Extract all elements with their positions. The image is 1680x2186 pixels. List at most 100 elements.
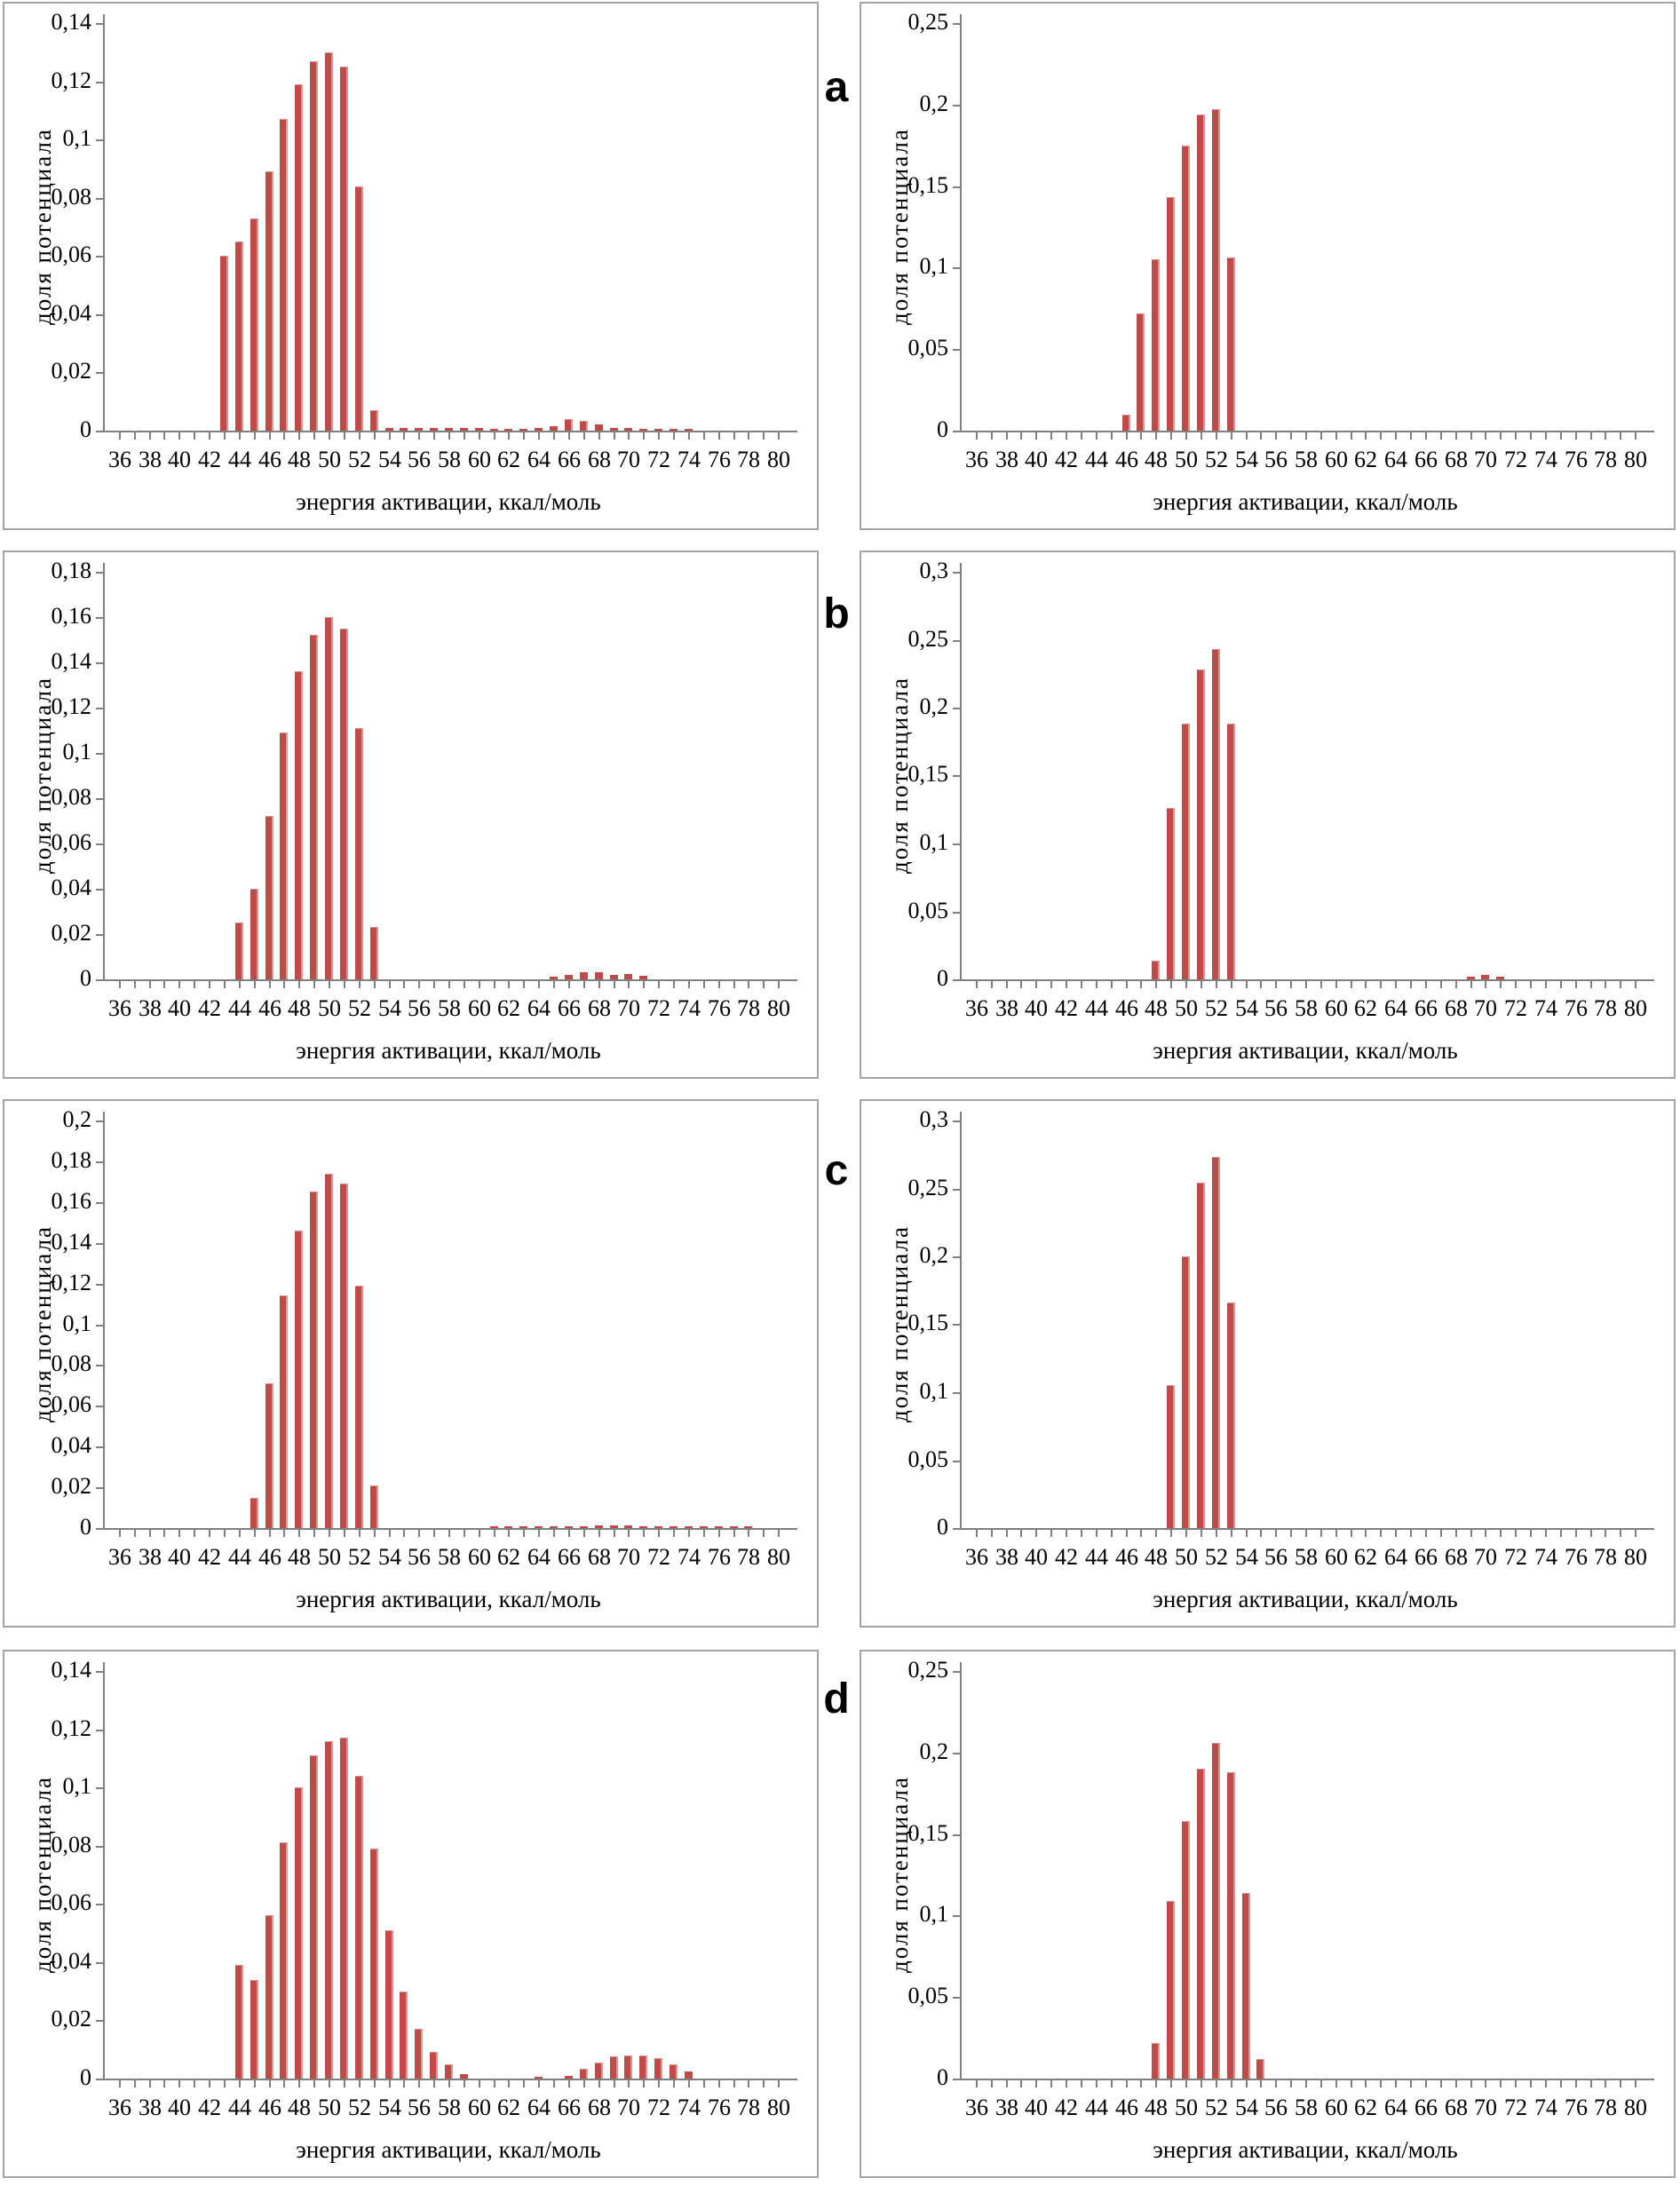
row-label-c: c bbox=[824, 1147, 849, 1194]
x-tick-label: 68 bbox=[1445, 2095, 1468, 2120]
x-tick bbox=[1590, 432, 1592, 440]
x-tick-label: 46 bbox=[258, 995, 281, 1021]
x-tick-label: 38 bbox=[995, 995, 1018, 1021]
bar-x51 bbox=[340, 1738, 348, 2079]
x-tick bbox=[991, 2080, 993, 2087]
x-tick-label: 70 bbox=[1474, 447, 1497, 472]
bar-x44 bbox=[235, 242, 243, 431]
y-tick bbox=[953, 844, 961, 845]
x-tick-label: 60 bbox=[1325, 1544, 1348, 1570]
bar-x68 bbox=[595, 972, 603, 979]
x-tick bbox=[508, 432, 510, 440]
bar-x46 bbox=[265, 1915, 273, 2079]
x-tick bbox=[239, 432, 241, 440]
x-tick bbox=[1365, 2080, 1367, 2087]
x-tick bbox=[1216, 2080, 1217, 2087]
y-tick-label: 0,02 bbox=[51, 2005, 92, 2032]
x-tick-label: 76 bbox=[1565, 2095, 1588, 2120]
x-tick bbox=[1231, 981, 1232, 988]
x-tick-label: 58 bbox=[1295, 1544, 1318, 1570]
y-axis-title: доля потенциала bbox=[886, 128, 913, 326]
x-tick bbox=[658, 981, 660, 988]
x-tick bbox=[448, 981, 450, 988]
y-tick-label: 0,1 bbox=[62, 738, 92, 764]
x-tick bbox=[508, 2080, 510, 2087]
bar-x68 bbox=[595, 1525, 603, 1528]
x-tick-label: 66 bbox=[558, 447, 581, 472]
bar-x51 bbox=[1197, 1769, 1205, 2079]
y-tick bbox=[96, 1904, 104, 1905]
x-tick-label: 74 bbox=[1534, 2095, 1557, 2120]
y-tick bbox=[96, 1325, 104, 1327]
x-tick bbox=[1050, 432, 1052, 440]
x-tick bbox=[1096, 1530, 1098, 1537]
bar-x63 bbox=[519, 429, 527, 431]
x-tick-label: 66 bbox=[1415, 2095, 1438, 2120]
x-tick bbox=[1170, 432, 1172, 440]
x-tick-label: 46 bbox=[1115, 447, 1138, 472]
x-tick bbox=[1020, 2080, 1022, 2087]
x-tick bbox=[553, 981, 555, 988]
x-tick bbox=[1201, 1530, 1202, 1537]
bar-x57 bbox=[430, 428, 438, 431]
y-axis-line bbox=[960, 563, 962, 979]
bar-x53 bbox=[1227, 1303, 1235, 1528]
bar-x45 bbox=[250, 218, 258, 431]
x-tick bbox=[538, 981, 540, 988]
bar-x49 bbox=[1167, 1901, 1175, 2079]
bar-x48 bbox=[295, 1231, 303, 1528]
x-tick-label: 52 bbox=[348, 447, 371, 472]
x-tick-label: 76 bbox=[708, 1544, 731, 1570]
bar-x66 bbox=[565, 419, 573, 431]
y-tick-label: 0 bbox=[80, 1513, 91, 1540]
x-tick bbox=[583, 1530, 585, 1537]
x-tick-label: 40 bbox=[1025, 995, 1048, 1021]
x-tick-label: 74 bbox=[1534, 995, 1557, 1021]
x-tick bbox=[494, 981, 495, 988]
bar-x53 bbox=[1227, 1772, 1235, 2079]
x-tick bbox=[538, 432, 540, 440]
x-tick bbox=[538, 2080, 540, 2087]
bar-x66 bbox=[565, 975, 573, 979]
x-tick-label: 36 bbox=[965, 447, 988, 472]
x-tick bbox=[673, 432, 675, 440]
x-tick bbox=[1320, 1530, 1322, 1537]
y-tick-label: 0,08 bbox=[51, 1350, 92, 1376]
x-tick bbox=[718, 2080, 720, 2087]
x-tick bbox=[283, 2080, 285, 2087]
x-tick bbox=[359, 981, 361, 988]
x-tick-label: 72 bbox=[1504, 995, 1527, 1021]
y-tick bbox=[96, 1446, 104, 1448]
y-axis-line bbox=[103, 14, 105, 431]
x-tick bbox=[344, 2080, 345, 2087]
y-tick-label: 0,04 bbox=[51, 299, 92, 326]
bar-x63 bbox=[519, 1526, 527, 1528]
bar-x70 bbox=[1481, 975, 1489, 979]
y-tick bbox=[953, 1753, 961, 1754]
x-tick bbox=[1155, 432, 1157, 440]
bar-x55 bbox=[1256, 2059, 1264, 2079]
x-tick bbox=[598, 1530, 600, 1537]
bar-x48 bbox=[295, 1787, 303, 2079]
bar-x73 bbox=[670, 429, 678, 431]
x-tick-label: 36 bbox=[965, 995, 988, 1021]
y-tick-label: 0,08 bbox=[51, 183, 92, 210]
bar-x51 bbox=[340, 629, 348, 979]
x-tick bbox=[1605, 981, 1606, 988]
y-tick-label: 0,1 bbox=[62, 124, 92, 151]
x-tick bbox=[313, 432, 315, 440]
y-tick-label: 0,02 bbox=[51, 919, 92, 946]
x-tick bbox=[1485, 1530, 1486, 1537]
bar-x47 bbox=[1137, 313, 1145, 431]
x-tick-label: 46 bbox=[1115, 995, 1138, 1021]
y-tick bbox=[96, 1528, 104, 1530]
x-tick bbox=[1006, 2080, 1008, 2087]
x-tick bbox=[1530, 2080, 1532, 2087]
x-tick-label: 56 bbox=[1264, 2095, 1288, 2120]
y-tick-label: 0 bbox=[80, 2063, 91, 2090]
x-tick bbox=[1260, 432, 1262, 440]
bar-x58 bbox=[445, 2064, 453, 2079]
x-tick bbox=[1185, 1530, 1187, 1537]
y-tick-label: 0,25 bbox=[907, 8, 949, 35]
